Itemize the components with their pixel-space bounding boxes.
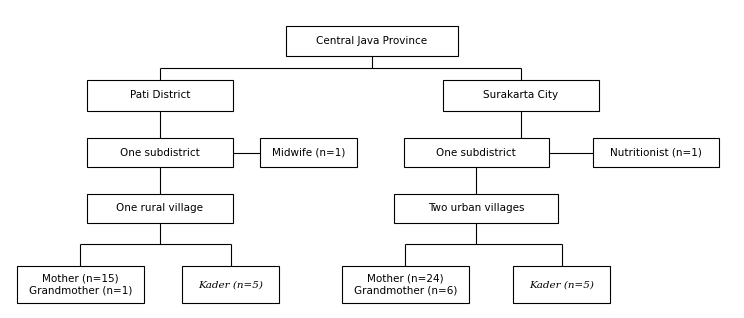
Text: Mother (n=15)
Grandmother (n=1): Mother (n=15) Grandmother (n=1) xyxy=(29,274,132,295)
Text: Two urban villages: Two urban villages xyxy=(428,203,525,213)
Text: Kader (n=5): Kader (n=5) xyxy=(198,280,263,289)
FancyBboxPatch shape xyxy=(88,194,232,223)
FancyBboxPatch shape xyxy=(88,80,232,111)
Text: Kader (n=5): Kader (n=5) xyxy=(529,280,594,289)
FancyBboxPatch shape xyxy=(342,266,469,303)
Text: Surakarta City: Surakarta City xyxy=(484,90,558,100)
Text: Mother (n=24)
Grandmother (n=6): Mother (n=24) Grandmother (n=6) xyxy=(354,274,457,295)
Text: One subdistrict: One subdistrict xyxy=(436,148,516,158)
FancyBboxPatch shape xyxy=(17,266,144,303)
FancyBboxPatch shape xyxy=(593,138,719,167)
FancyBboxPatch shape xyxy=(394,194,558,223)
Text: Midwife (n=1): Midwife (n=1) xyxy=(272,148,345,158)
FancyBboxPatch shape xyxy=(182,266,279,303)
Text: One subdistrict: One subdistrict xyxy=(120,148,200,158)
FancyBboxPatch shape xyxy=(286,26,458,56)
Text: Central Java Province: Central Java Province xyxy=(316,36,428,46)
FancyBboxPatch shape xyxy=(404,138,549,167)
Text: Nutritionist (n=1): Nutritionist (n=1) xyxy=(610,148,702,158)
FancyBboxPatch shape xyxy=(443,80,599,111)
Text: One rural village: One rural village xyxy=(117,203,203,213)
FancyBboxPatch shape xyxy=(88,138,232,167)
FancyBboxPatch shape xyxy=(513,266,610,303)
Text: Pati District: Pati District xyxy=(129,90,190,100)
FancyBboxPatch shape xyxy=(260,138,357,167)
